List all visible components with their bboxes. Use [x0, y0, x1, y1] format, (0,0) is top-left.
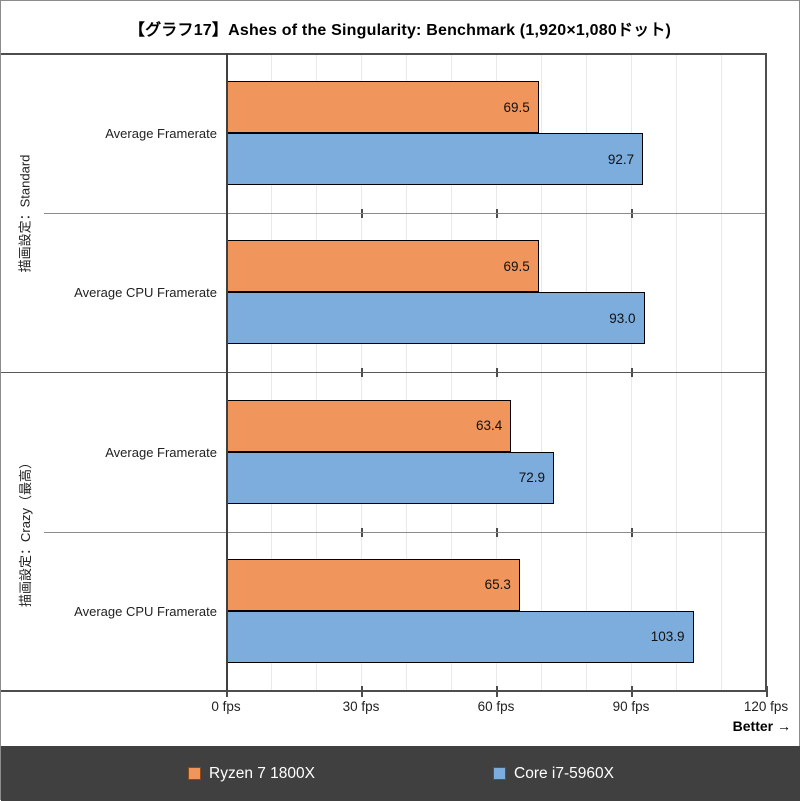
legend-label-core-i7: Core i7-5960X [514, 764, 614, 782]
bar-ryzen-7-1800x: 69.5 [226, 81, 539, 133]
bar-value-label: 69.5 [503, 99, 530, 115]
legend-swatch-core-i7 [493, 767, 507, 780]
row-divider [44, 532, 766, 533]
legend-item-core-i7: Core i7-5960X [493, 765, 614, 783]
category-label: Average CPU Framerate [74, 285, 217, 301]
plot-border-top [1, 53, 767, 55]
bar-value-label: 103.9 [650, 629, 685, 645]
x-axis-label: 0 fps [211, 699, 241, 714]
group-label-text: 描画設定：Crazy（最高） [17, 456, 33, 608]
category-label: Average CPU Framerate [74, 603, 217, 619]
row-divider [44, 213, 766, 214]
group-label: 描画設定：Crazy（最高） [3, 373, 45, 692]
legend-item-ryzen: Ryzen 7 1800X [188, 765, 315, 783]
legend-bar: Ryzen 7 1800X Core i7-5960X [1, 746, 800, 801]
bar-core-i7-5960x: 93.0 [226, 292, 645, 345]
group-label: 描画設定：Standard [3, 54, 45, 373]
chart-title: 【グラフ17】Ashes of the Singularity: Benchma… [128, 22, 672, 39]
legend-swatch-ryzen [188, 767, 202, 780]
x-axis-label: 60 fps [477, 699, 515, 714]
better-direction-label: Better → [732, 718, 791, 734]
x-axis-tick [766, 686, 768, 697]
bar-ryzen-7-1800x: 69.5 [226, 240, 539, 293]
bar-value-label: 63.4 [476, 418, 503, 433]
plot-border-right [765, 53, 767, 691]
x-axis-tick [631, 686, 633, 697]
bar-value-label: 93.0 [609, 310, 636, 326]
x-axis-tick [361, 686, 363, 697]
group-divider [1, 371, 767, 373]
zero-axis-line [226, 53, 228, 691]
bar-value-label: 65.3 [484, 577, 511, 593]
bar-core-i7-5960x: 92.7 [226, 133, 644, 185]
bar-core-i7-5960x: 103.9 [226, 610, 694, 663]
x-axis-label: 30 fps [342, 699, 380, 714]
x-axis-tick [496, 686, 498, 697]
bar-value-label: 69.5 [503, 258, 530, 274]
bar-value-label: 92.7 [607, 151, 635, 167]
bar-core-i7-5960x: 72.9 [226, 451, 555, 504]
category-label: Average Framerate [105, 126, 217, 142]
x-axis-tick [226, 686, 228, 697]
bar-ryzen-7-1800x: 63.4 [226, 399, 512, 452]
category-label: Average Framerate [105, 444, 217, 460]
group-label-text: 描画設定：Standard [17, 154, 33, 273]
x-axis-line [1, 690, 767, 692]
bar-ryzen-7-1800x: 65.3 [226, 558, 520, 611]
bar-value-label: 72.9 [518, 470, 546, 485]
x-axis-label: 120 fps [743, 699, 789, 714]
x-axis-label: 90 fps [612, 699, 650, 714]
legend-label-ryzen: Ryzen 7 1800X [209, 764, 316, 782]
